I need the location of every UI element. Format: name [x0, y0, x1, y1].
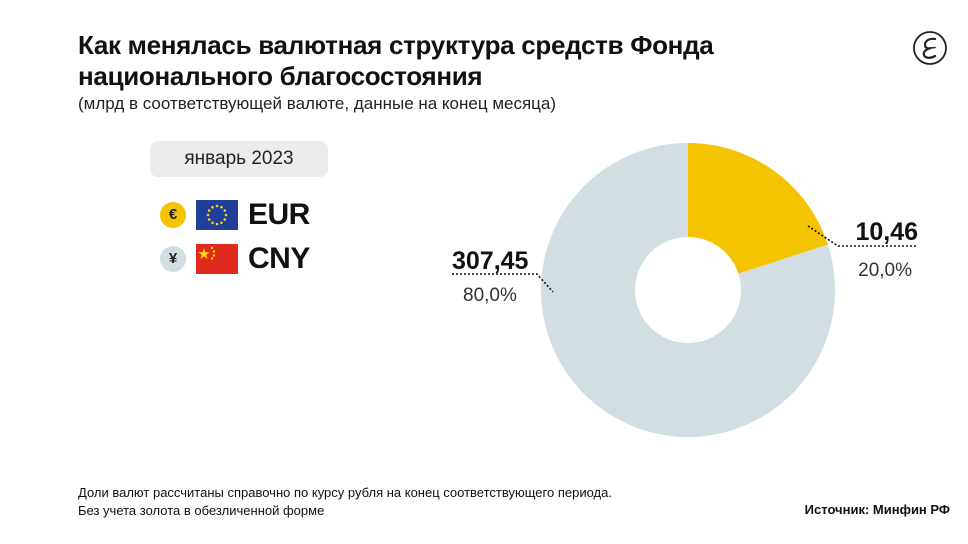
legend: € EUR ¥ CNY — [160, 193, 310, 281]
leader-line-eur — [807, 225, 918, 247]
period-badge: январь 2023 — [150, 141, 328, 177]
yuan-coin-icon: ¥ — [160, 246, 186, 272]
eu-flag-icon — [196, 200, 238, 230]
page-title: Как менялась валютная структура средств … — [78, 30, 714, 91]
legend-item-eur: € EUR — [160, 193, 310, 237]
publisher-logo-icon — [913, 31, 947, 65]
legend-item-cny: ¥ CNY — [160, 237, 310, 281]
data-label-value-cny: 307,45 — [452, 247, 529, 275]
footnote-line-1: Доли валют рассчитаны справочно по курсу… — [78, 485, 612, 500]
donut-hole — [635, 237, 741, 343]
footnote: Доли валют рассчитаны справочно по курсу… — [78, 484, 612, 520]
data-label-percent-eur: 20,0% — [858, 260, 912, 281]
page-subtitle: (млрд в соответствующей валюте, данные н… — [78, 94, 557, 113]
legend-label-eur: EUR — [248, 198, 310, 231]
china-flag-icon — [196, 244, 238, 274]
data-label-percent-cny: 80,0% — [463, 285, 517, 306]
source-note: Источник: Минфин РФ — [804, 502, 950, 517]
data-label-value-eur: 10,46 — [855, 218, 918, 246]
euro-coin-icon: € — [160, 202, 186, 228]
footnote-line-2: Без учета золота в обезличенной форме — [78, 503, 325, 518]
legend-label-cny: CNY — [248, 242, 310, 275]
leader-line-cny — [452, 273, 554, 293]
